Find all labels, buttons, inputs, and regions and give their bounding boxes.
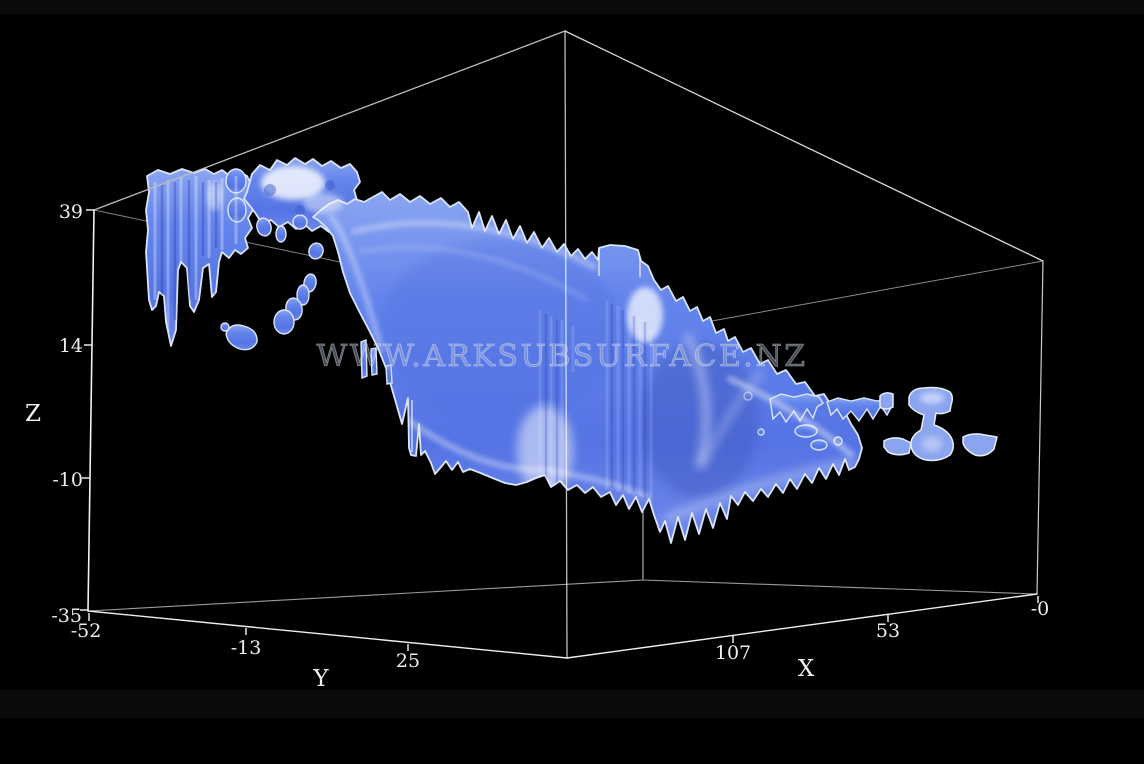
z-axis-title: Z <box>25 401 41 427</box>
x-axis-line <box>566 593 1038 659</box>
isosurface-scattered-blobs <box>220 168 393 385</box>
axis-labels: 39 14 -10 -35 Z -52 -13 25 Y 107 53 -0 X <box>25 201 1049 692</box>
box-edge-top-left <box>93 30 566 211</box>
isosurface-far-right-blobs <box>879 386 998 462</box>
axis-tick-marks <box>80 209 1039 651</box>
z-tick-label-1: 14 <box>59 335 83 357</box>
y-axis-line <box>87 610 568 659</box>
arc-blob <box>225 324 258 351</box>
y-tick-label-0: -52 <box>71 620 102 642</box>
x-axis-title: X <box>798 656 815 682</box>
box-edge-bottom-back-left <box>87 579 644 612</box>
z-tick-label-2: -10 <box>52 469 83 491</box>
box-edge-top-right <box>564 30 1044 262</box>
z-tick-label-0: 39 <box>59 201 83 223</box>
watermark-text: WWW.ARKSUBSURFACE.NZ <box>316 339 807 374</box>
x-tick-label-0: 107 <box>715 642 751 664</box>
z-tick-label-3: -35 <box>51 605 82 627</box>
strip-blob-1 <box>769 393 824 424</box>
box-edge-bottom-back-right <box>642 579 1038 595</box>
mushroom-blob <box>908 386 954 462</box>
x-tick-label-1: 53 <box>876 620 900 642</box>
y-axis-title: Y <box>312 666 329 692</box>
box-edge-top-right-back <box>661 260 1044 331</box>
y-tick-label-1: -13 <box>231 637 262 659</box>
bottom-band <box>0 690 1144 718</box>
box-edge-right-vertical <box>1036 260 1044 595</box>
box-edge-front-vertical <box>564 30 568 659</box>
isosurface-texture <box>153 166 856 525</box>
background-bands <box>0 0 1144 718</box>
z-axis-line <box>87 209 95 612</box>
box-front-edges <box>87 30 1044 659</box>
isosurface-cloud <box>145 157 998 544</box>
y-tick-label-2: 25 <box>396 650 420 672</box>
top-band <box>0 0 1144 14</box>
x-tick-label-2: -0 <box>1031 598 1050 620</box>
